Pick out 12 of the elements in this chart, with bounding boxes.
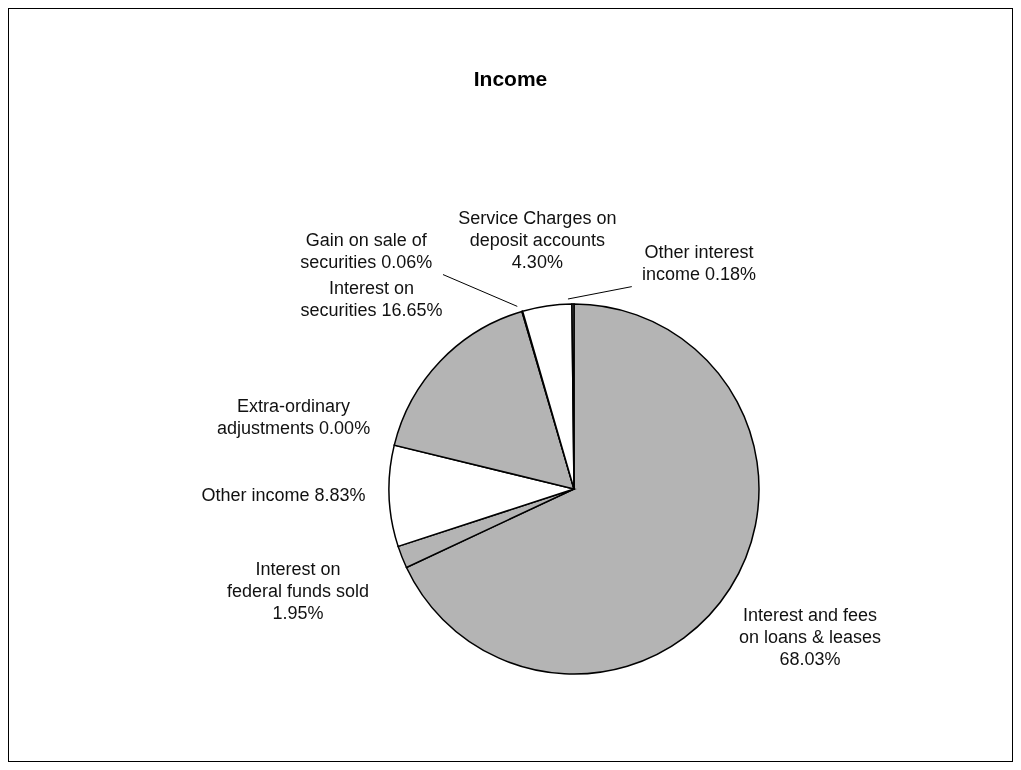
- data-label: 1.95%: [272, 603, 324, 624]
- data-label: 68.03%: [779, 649, 841, 670]
- slice-label: Service Charges on deposit accounts: [458, 208, 617, 251]
- data-label: 4.30%: [511, 252, 563, 273]
- slice-label: Gain on sale of securities 0.06%: [300, 229, 433, 272]
- slice-label: Interest on federal funds sold: [226, 559, 369, 602]
- slice-label: Interest and fees on loans & leases: [738, 605, 882, 648]
- slice-label: Other income 8.83%: [201, 484, 366, 505]
- chart-title: Income: [472, 67, 549, 91]
- slice-label: Interest on securities 16.65%: [300, 278, 443, 321]
- category-label: Extra-ordinary adjustments 0.00%: [217, 395, 371, 438]
- slice-label: Other interest income 0.18%: [641, 241, 757, 284]
